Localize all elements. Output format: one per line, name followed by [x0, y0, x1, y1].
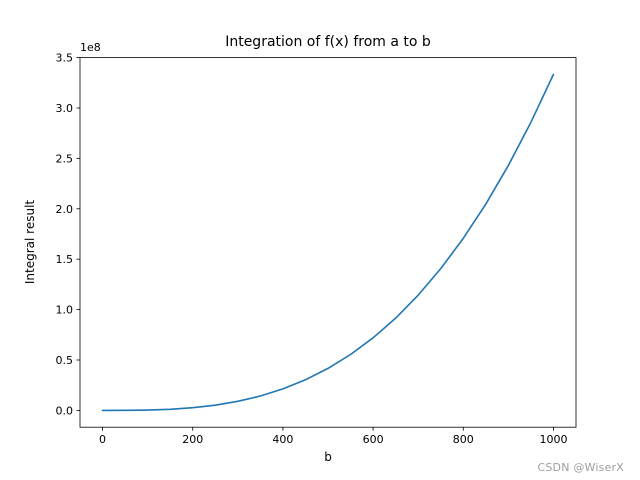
watermark: CSDN @WiserX	[537, 461, 624, 474]
y-tick-label: 2.5	[56, 152, 74, 165]
y-tick-label: 0.5	[56, 354, 74, 367]
y-tick-label: 0.0	[56, 404, 74, 417]
x-tick-label: 600	[363, 433, 384, 446]
y-tick-label: 3.0	[56, 102, 74, 115]
x-tick-label: 1000	[539, 433, 567, 446]
integral-curve	[101, 73, 555, 412]
plot-area: 0 200 400 600 800 1000 0.0 0.5 1.0 1.5 2.0 2.5 3.0 3.…	[56, 52, 577, 446]
y-axis-offset-label: 1e8	[80, 41, 101, 54]
chart-title: Integration of f(x) from a to b	[225, 34, 431, 50]
y-tick-label: 1.5	[56, 253, 74, 266]
axes-spines	[79, 57, 577, 428]
y-axis-label: Integral result	[23, 200, 37, 285]
y-tick-label: 1.0	[56, 304, 74, 317]
y-tick-label: 3.5	[56, 52, 74, 65]
x-axis-label: b	[324, 450, 332, 464]
x-tick-label: 800	[453, 433, 474, 446]
x-tick-label: 400	[272, 433, 293, 446]
y-tick-label: 2.0	[56, 203, 74, 216]
x-tick-label: 200	[182, 433, 203, 446]
x-tick-label: 0	[99, 433, 106, 446]
